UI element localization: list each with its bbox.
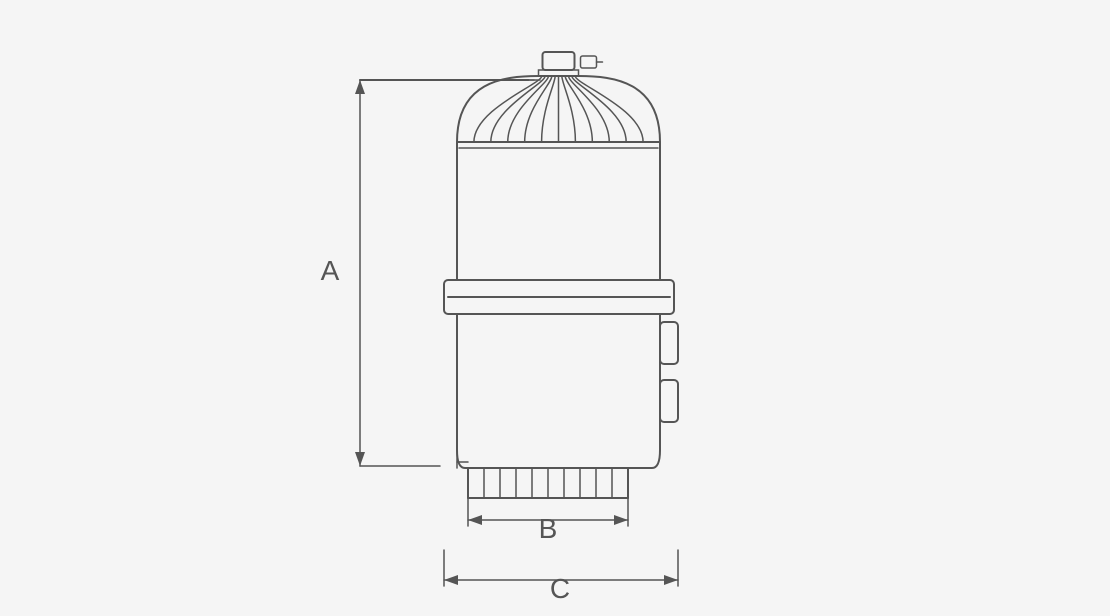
dim-label-A: A <box>321 255 340 286</box>
dim-label-B: B <box>539 513 558 544</box>
dim-label-C: C <box>550 573 570 604</box>
diagram-svg: A BC <box>0 0 1110 616</box>
diagram-canvas: A BC <box>0 0 1110 616</box>
